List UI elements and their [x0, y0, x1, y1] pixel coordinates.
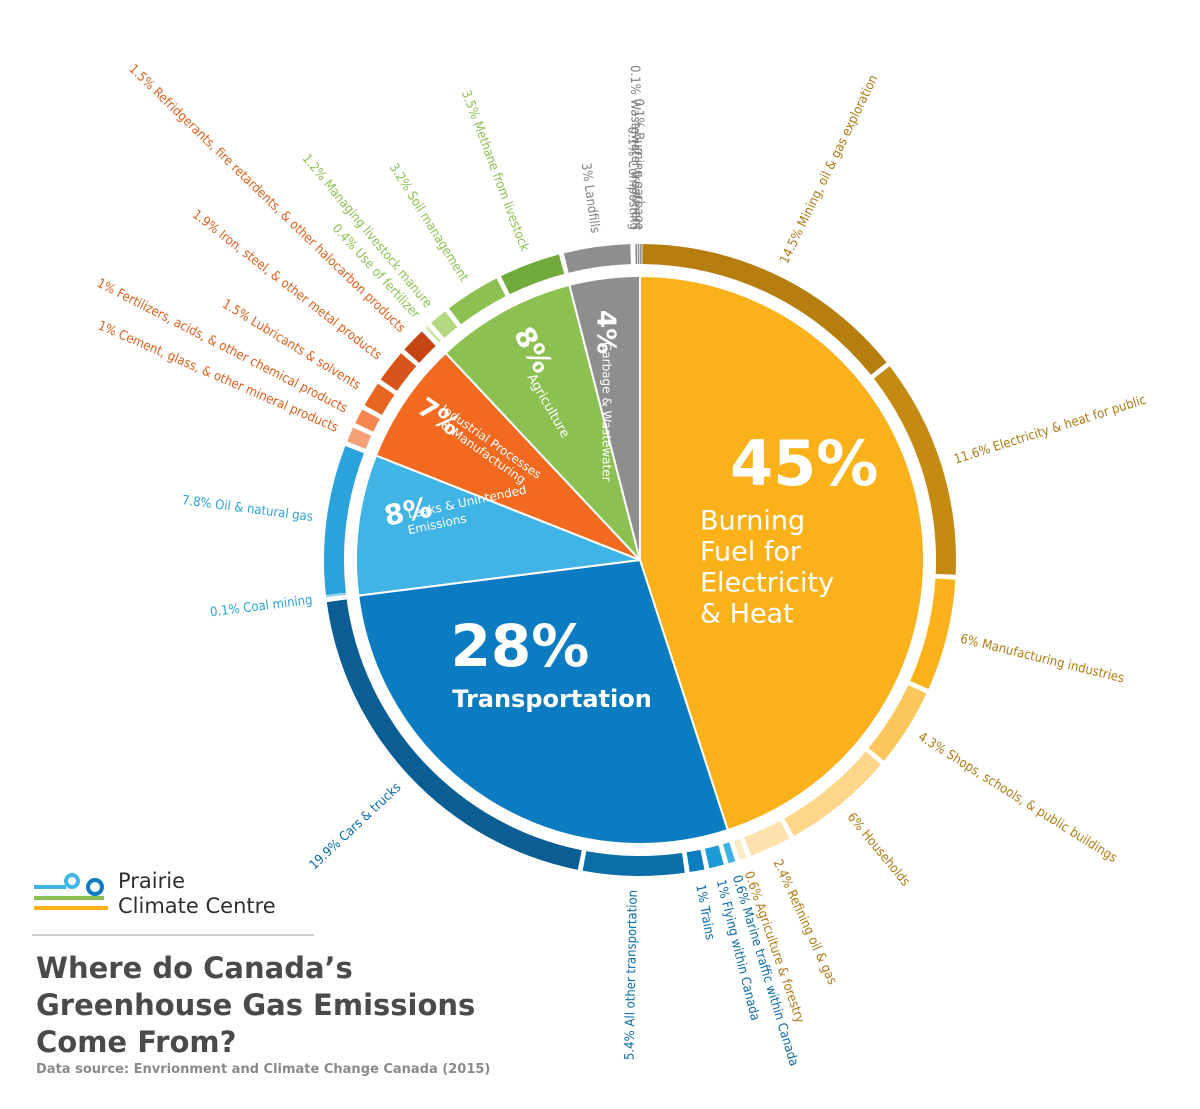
ring-segment-4-0 [425, 326, 441, 343]
ring-segment-3-2 [364, 383, 395, 415]
ring-label: 4.3% Shops, schools, & public buildings [915, 730, 1119, 866]
slice-value-label: 45% [730, 427, 878, 500]
ring-segment-4-3 [501, 254, 565, 295]
pie-slice-0 [639, 274, 925, 832]
ring-segment-3-3 [380, 353, 417, 391]
ring-segment-3-1 [355, 409, 380, 432]
ring-segment-1-0 [722, 842, 736, 864]
ring-segment-3-0 [347, 427, 372, 449]
pie-slice-3 [374, 351, 641, 561]
ring-label: 0.1% Burning garbage [631, 99, 646, 230]
ring-segment-2-1 [323, 445, 364, 596]
ring-label: 11.6% Electricity & heat for public [952, 393, 1148, 468]
logo-line2: Climate Centre [118, 894, 276, 918]
ring-label: 0.1% Wastewater treatment [627, 65, 644, 230]
slice-category-label: Fuel for [700, 537, 802, 568]
logo-line1: Prairie [118, 869, 186, 893]
ring-label: 6% Households [844, 810, 913, 889]
ring-segment-5-0 [563, 244, 631, 273]
ring-segment-0-1 [873, 366, 956, 575]
ring-label: 3.5% Methane from livestock [458, 88, 532, 253]
ring-segment-0-3 [868, 685, 927, 761]
slice-value-label: 4% [591, 310, 621, 354]
ring-segment-0-5 [744, 820, 790, 856]
slice-category-label: Electricity [700, 568, 834, 599]
prairie-climate-centre-logo-icon [34, 873, 108, 910]
ring-segment-2-0 [326, 593, 347, 598]
slice-category-label: & Heat [700, 599, 794, 630]
ring-label: 6% Manufacturing industries [959, 632, 1126, 687]
ring-segment-0-0 [642, 244, 887, 375]
ring-segment-4-2 [448, 278, 506, 325]
ring-label: 5.4% All other transportation [622, 890, 640, 1060]
ring-label: 14.5% Mining, oil & gas exploration [777, 73, 881, 267]
pie-slice-1 [357, 558, 730, 845]
pie-slice-2 [355, 454, 641, 597]
ring-segment-1-4 [326, 599, 582, 870]
divider [32, 934, 314, 936]
slice-category-label: Burning [700, 506, 805, 537]
logo-text: Prairie Climate Centre [118, 869, 276, 919]
ring-segment-5-2 [637, 244, 640, 265]
ring-segment-0-6 [733, 838, 747, 860]
ring-segment-4-1 [431, 311, 458, 338]
ring-label: 1% Trains [692, 883, 717, 941]
page-title: Where do Canada’s Greenhouse Gas Emissio… [36, 951, 476, 1059]
ring-segment-5-1 [635, 244, 638, 265]
ring-label: 1.5% Refridgerants, fire retardents, & o… [126, 62, 409, 336]
ring-label: 0.1% Coal mining [209, 593, 313, 620]
slice-category-label: Garbage & Wastewater [600, 342, 614, 482]
ring-segment-0-4 [784, 751, 881, 836]
data-source: Data source: Envrionment and Climate Cha… [36, 1062, 491, 1077]
ring-segment-0-2 [910, 578, 956, 689]
ring-label: 0.1% Composting [624, 126, 641, 230]
ring-label: 19.9% Cars & trucks [307, 780, 405, 873]
slice-category-label: Transportation [452, 685, 652, 713]
ring-label: 7.8% Oil & natural gas [181, 493, 314, 525]
ring-segment-1-3 [582, 851, 685, 876]
slice-value-label: 28% [451, 612, 590, 680]
ring-segment-1-2 [686, 849, 705, 873]
ring-segment-1-1 [704, 845, 724, 869]
ring-segment-5-3 [640, 244, 642, 265]
ring-label: 3% Landfills [578, 162, 603, 234]
pie-slice-5 [568, 274, 641, 561]
pie-slice-4 [444, 283, 641, 561]
ring-segment-3-4 [404, 331, 436, 363]
